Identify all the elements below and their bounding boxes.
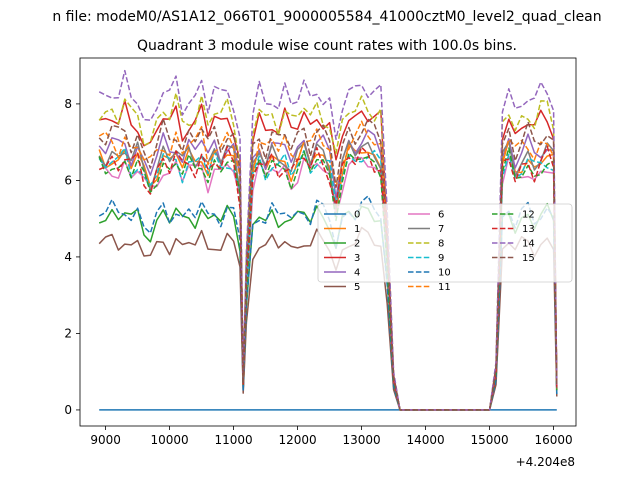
- figure-suptitle: n file: modeM0/AS1A12_066T01_9000005584_…: [52, 9, 601, 25]
- y-axis: 0 2 4 6 8: [64, 97, 80, 417]
- x-tick-label: 16000: [535, 433, 573, 447]
- legend-entry-13: 13: [522, 224, 535, 235]
- legend-entry-2: 2: [354, 239, 360, 250]
- series-line-10: [98, 195, 558, 411]
- x-offset-label: +4.204e8: [516, 455, 575, 469]
- plot-frame: [79, 57, 577, 427]
- series-line-14: [98, 69, 558, 411]
- legend-entry-10: 10: [438, 268, 451, 279]
- legend-entry-12: 12: [522, 210, 535, 221]
- legend-entry-8: 8: [438, 239, 444, 250]
- legend-entry-1: 1: [354, 224, 360, 235]
- x-tick-label: 11000: [215, 433, 253, 447]
- legend-entry-4: 4: [354, 268, 360, 279]
- x-tick-label: 13000: [343, 433, 381, 447]
- series-line-15: [98, 118, 558, 411]
- chart-title: Quadrant 3 module wise count rates with …: [137, 38, 517, 54]
- y-tick-label: 2: [64, 326, 72, 340]
- x-tick-label: 15000: [471, 433, 509, 447]
- y-tick-label: 4: [64, 250, 72, 264]
- legend-entry-14: 14: [522, 239, 535, 250]
- x-tick-label: 10000: [151, 433, 189, 447]
- legend-entry-3: 3: [354, 253, 360, 264]
- y-tick-label: 6: [64, 173, 72, 187]
- legend-entry-9: 9: [438, 253, 444, 264]
- legend-box: [317, 203, 573, 283]
- x-axis: 9000 10000 11000 12000 13000 14000 15000 16000: [90, 426, 573, 447]
- legend-entry-0: 0: [354, 210, 360, 221]
- x-tick-label: 12000: [279, 433, 317, 447]
- series-line-6: [98, 155, 558, 411]
- y-tick-label: 0: [64, 403, 72, 417]
- legend-entry-15: 15: [522, 253, 535, 264]
- legend-entry-11: 11: [438, 282, 451, 293]
- x-tick-label: 14000: [407, 433, 445, 447]
- legend-entry-6: 6: [438, 210, 444, 221]
- y-tick-label: 8: [64, 97, 72, 111]
- legend-entry-5: 5: [354, 282, 360, 293]
- legend-entry-7: 7: [438, 224, 444, 235]
- x-tick-label: 9000: [90, 433, 121, 447]
- plot-area: [79, 57, 577, 427]
